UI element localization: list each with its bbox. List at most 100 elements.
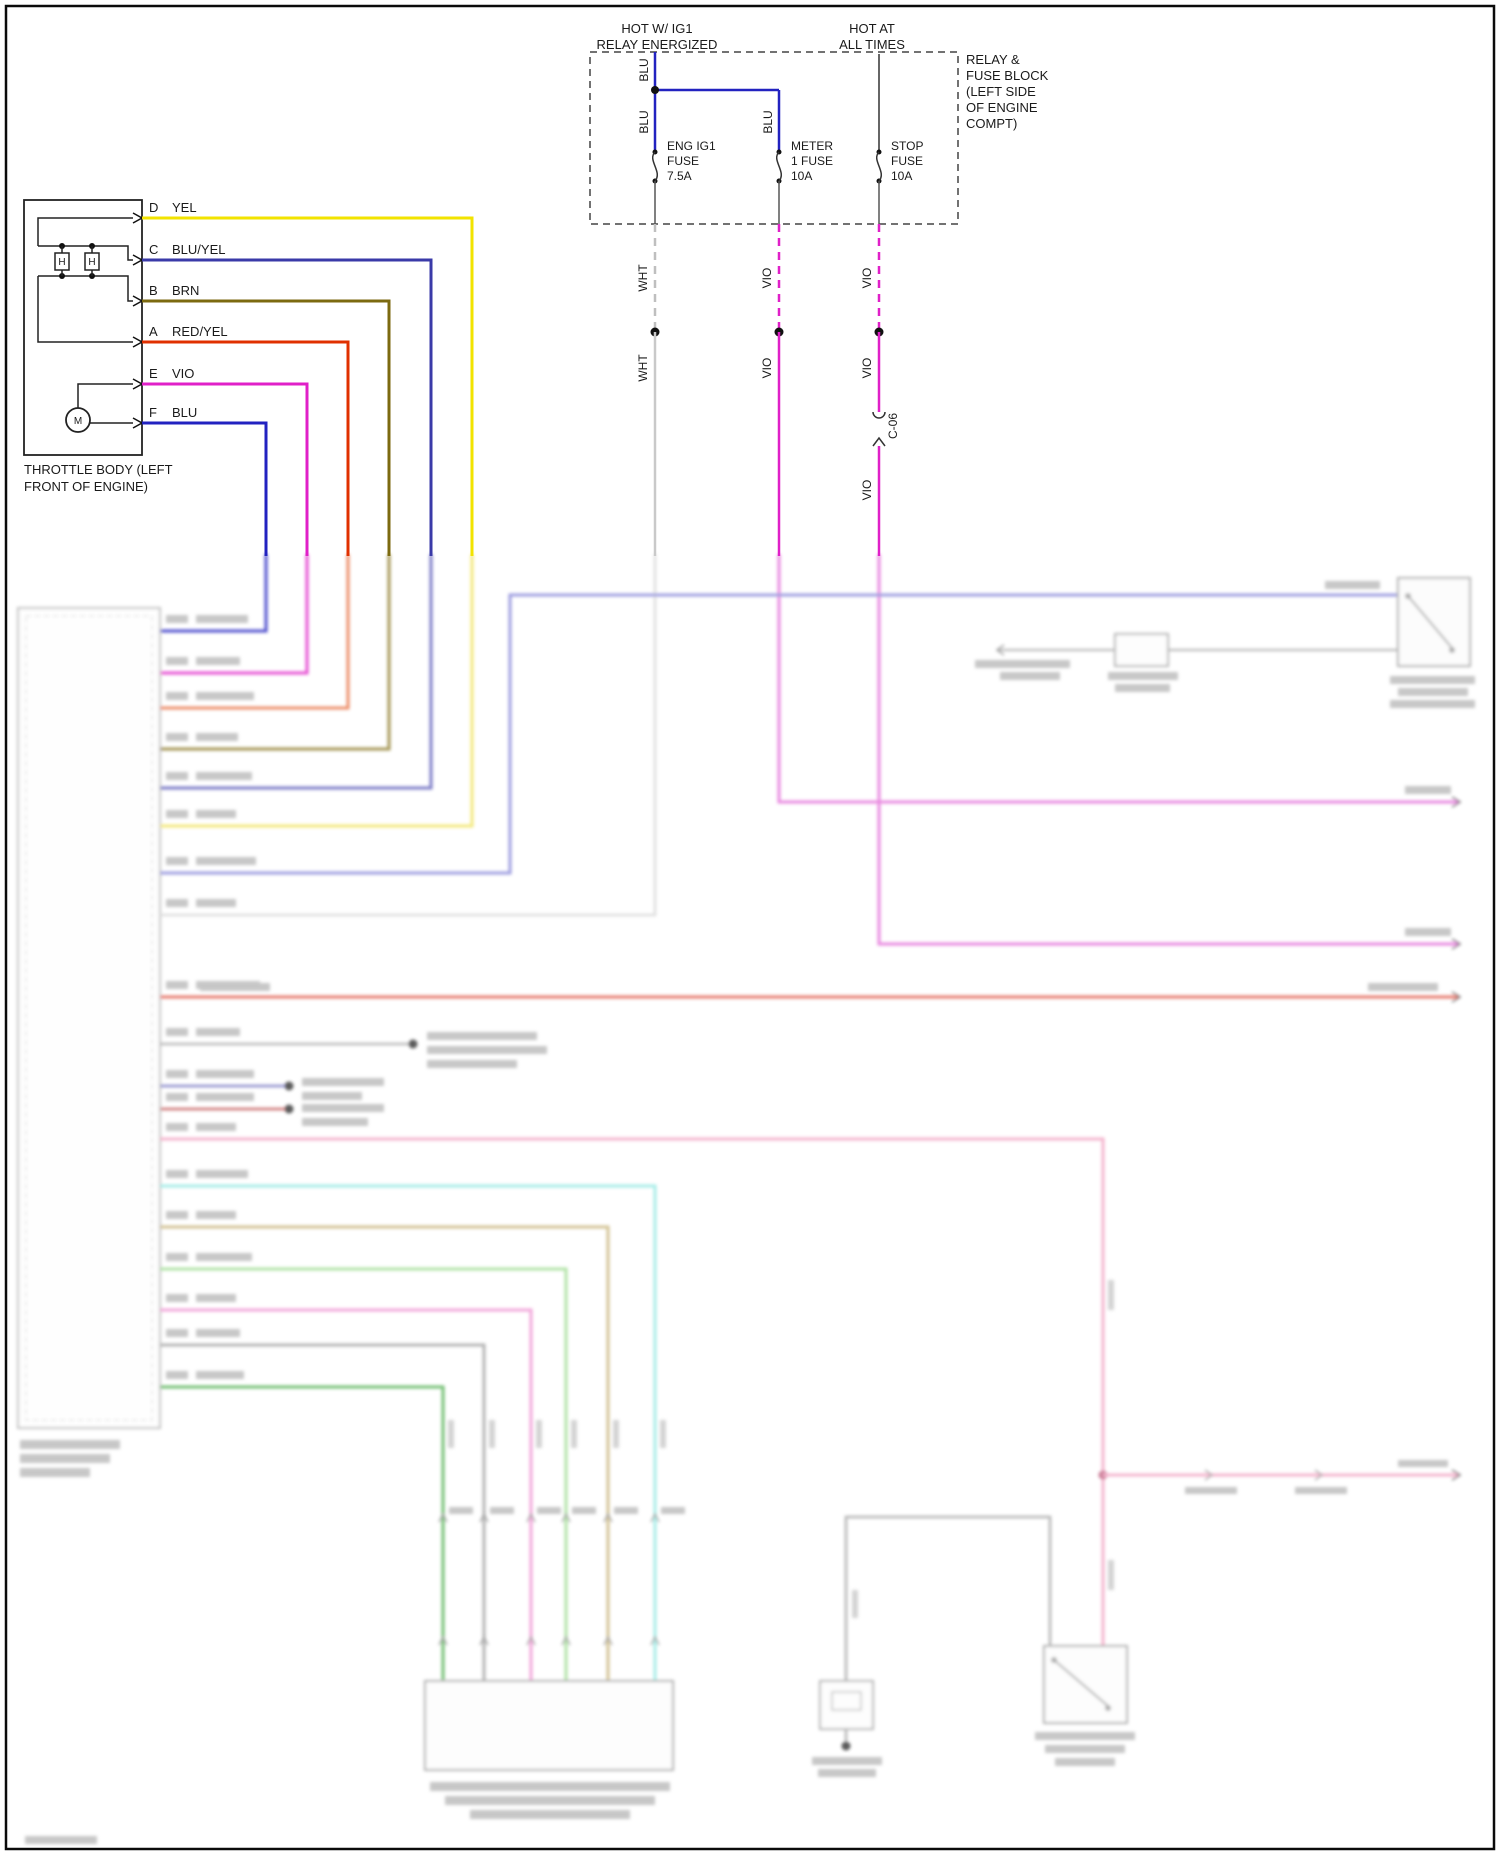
wire-vio-meter-lower: [777, 554, 1458, 804]
wire-vio-stop-upper: C-06 VIO: [860, 332, 900, 556]
connector-c06-male: [872, 436, 886, 447]
bottom-center-box: [424, 1680, 674, 1819]
pin-e-letter: E: [149, 366, 158, 381]
left-connector-box: [17, 607, 161, 1477]
blurred-lower-diagram: [17, 554, 1475, 1844]
pin-f-color: BLU: [172, 405, 197, 420]
throttle-body-title-line2: FRONT OF ENGINE): [24, 479, 148, 494]
pin-d-letter: D: [149, 200, 158, 215]
throttle-body-component: H H M D YEL C BLU/YEL: [23, 199, 228, 494]
wire-grn: [160, 1385, 445, 1681]
sharp-upper-diagram: HOT W/ IG1 RELAY ENERGIZED HOT AT ALL TI…: [23, 21, 1049, 556]
pin-a-color: RED/YEL: [172, 324, 228, 339]
fuse-stop-name: STOP: [891, 139, 923, 153]
relay-block-line2: FUSE BLOCK: [966, 68, 1049, 83]
fuse-eng-ig1: ENG IG1 FUSE 7.5A: [652, 139, 716, 224]
wire-redyel-lower: [160, 554, 350, 710]
relay-block-line4: OF ENGINE: [966, 100, 1038, 115]
fuse-stop-rating: 10A: [891, 169, 912, 183]
vio-label-lower-2: VIO: [860, 358, 874, 379]
bottom-right-switch-box: [1035, 1645, 1135, 1766]
wire-tan: [160, 1225, 610, 1681]
inline-connector-smudges: [448, 1420, 685, 1514]
relay-block-line1: RELAY &: [966, 52, 1020, 67]
throttle-wire-continuations: [160, 554, 474, 828]
wire-vio: [142, 382, 309, 556]
wire-ltblu: [160, 1184, 657, 1681]
fuse-eng-ig1-word: FUSE: [667, 154, 699, 168]
wire-bluyel-lower: [160, 554, 433, 790]
wht-label-lower: WHT: [636, 354, 650, 382]
fuse-meter-rating: 10A: [791, 169, 812, 183]
wire-brn-lower: [160, 554, 391, 751]
throttle-body-title-line1: THROTTLE BODY (LEFT: [24, 462, 173, 477]
wire-lavender-long: [160, 593, 1398, 875]
bottom-box-wires: [160, 1184, 657, 1681]
blu-label-2: BLU: [637, 110, 651, 133]
pin-a-letter: A: [149, 324, 158, 339]
fuse-eng-ig1-name: ENG IG1: [667, 139, 716, 153]
blu-label-1: BLU: [637, 58, 651, 81]
inline-component-box: [975, 633, 1398, 692]
heater-2-label: H: [88, 257, 95, 268]
relay-fuse-block-label: RELAY & FUSE BLOCK (LEFT SIDE OF ENGINE …: [966, 52, 1049, 131]
pin-e-color: VIO: [172, 366, 194, 381]
wire-redyel: [142, 340, 350, 556]
blu-label-3: BLU: [761, 110, 775, 133]
wire-wht-lower: [160, 554, 657, 917]
vio-label-upper-2: VIO: [860, 268, 874, 289]
motor-label: M: [74, 416, 82, 427]
relay-fuse-block-box: [589, 51, 959, 225]
fuse-stop: STOP FUSE 10A: [876, 139, 923, 224]
relay-block-line3: (LEFT SIDE: [966, 84, 1036, 99]
wire-brn: [142, 299, 391, 556]
fuse-meter-1: METER 1 FUSE 10A: [776, 139, 833, 224]
fuse-output-drops: WHT VIO VIO WHT VIO VIO: [636, 224, 884, 382]
wht-label-upper: WHT: [636, 264, 650, 292]
row-label-smudges: [166, 615, 260, 1379]
throttle-wires-sharp: [142, 216, 474, 556]
vio-label-lower-1: VIO: [760, 358, 774, 379]
connector-c06-female: [872, 411, 886, 419]
hot-at-all-times-line1: HOT AT: [849, 21, 895, 36]
heater-element-2: [84, 252, 100, 271]
pin-c-color: BLU/YEL: [172, 242, 225, 257]
heater-element-1: [54, 252, 70, 271]
wire-blu: [142, 421, 268, 556]
top-right-switch-box: [1390, 577, 1475, 708]
pin-b-color: BRN: [172, 283, 199, 298]
page-border-frame: [4, 4, 1496, 1851]
wire-gry2: [160, 1343, 486, 1681]
ac-component-box: [812, 1680, 882, 1777]
hot-ig1-label-line2: RELAY ENERGIZED: [597, 37, 718, 52]
vio-label-below-c06: VIO: [860, 480, 874, 501]
wire-yel: [142, 216, 474, 556]
wire-pnk2: [160, 1308, 533, 1681]
connector-c06-label: C-06: [886, 413, 900, 439]
wire-blu-lower: [160, 554, 268, 633]
fuse-meter-name: METER: [791, 139, 833, 153]
fuse-meter-word: 1 FUSE: [791, 154, 833, 168]
inline-connector-marks: [438, 1512, 660, 1646]
fine-print-smudge: [25, 1836, 97, 1844]
wire-gray-u: [844, 1515, 1052, 1681]
fuse-eng-ig1-rating: 7.5A: [667, 169, 692, 183]
pin-b-letter: B: [149, 283, 158, 298]
hot-ig1-label-line1: HOT W/ IG1: [621, 21, 692, 36]
vio-label-upper-1: VIO: [760, 268, 774, 289]
wire-vio-stop-lower: [877, 554, 1458, 946]
pin-f-letter: F: [149, 405, 157, 420]
hot-at-all-times-line2: ALL TIMES: [839, 37, 905, 52]
heater-1-label: H: [58, 257, 65, 268]
pin-c-letter: C: [149, 242, 158, 257]
relay-block-line5: COMPT): [966, 116, 1017, 131]
fuse-stop-word: FUSE: [891, 154, 923, 168]
pink-circuit: [160, 1137, 1462, 1646]
pin-d-color: YEL: [172, 200, 197, 215]
wire-ltgrn: [160, 1267, 568, 1681]
wire-bluyel: [142, 258, 433, 556]
wire-yel-lower: [160, 554, 474, 828]
wire-vio-lower: [160, 554, 309, 675]
